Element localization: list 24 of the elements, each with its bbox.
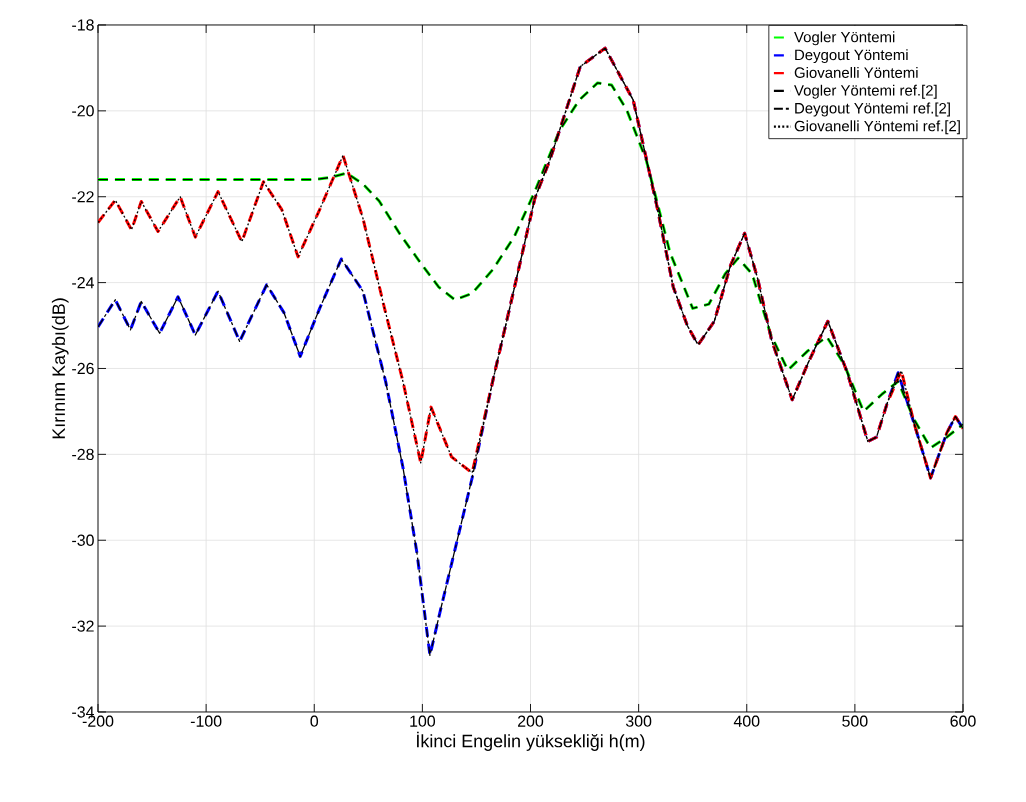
x-axis-title: İkinci Engelin yüksekliği h(m) [417,731,645,751]
x-tick-label: 0 [310,715,319,727]
y-tick-label: -22 [72,191,94,203]
x-tick-label: 600 [950,715,976,727]
y-axis-title: Kırınım Kaybı(dB) [51,298,69,439]
x-tick-label: -100 [190,715,222,727]
legend-label: Giovanelli Yöntemi ref.[2] [794,120,960,135]
y-tick-label: -20 [72,105,94,117]
x-tick-label: 200 [518,715,544,727]
y-tick-label: -24 [72,277,95,289]
y-tick-label: -32 [72,620,94,632]
legend-label: Deygout Yöntemi [795,49,908,64]
y-tick-label: -18 [72,19,94,31]
legend-label: Vogler Yöntemi [794,31,895,46]
x-tick-label: 100 [410,715,436,727]
legend-label: Vogler Yöntemi ref.[2] [794,84,937,99]
legend-label: Deygout Yöntemi ref.[2] [795,102,950,117]
x-tick-label: 400 [733,715,760,727]
x-tick-label: 300 [625,715,652,727]
legend-label: Giovanelli Yöntemi [794,66,918,78]
y-tick-label: -30 [72,534,94,546]
y-tick-label: -28 [72,448,94,460]
y-tick-label: -26 [72,362,94,375]
x-tick-label: 500 [842,715,868,727]
